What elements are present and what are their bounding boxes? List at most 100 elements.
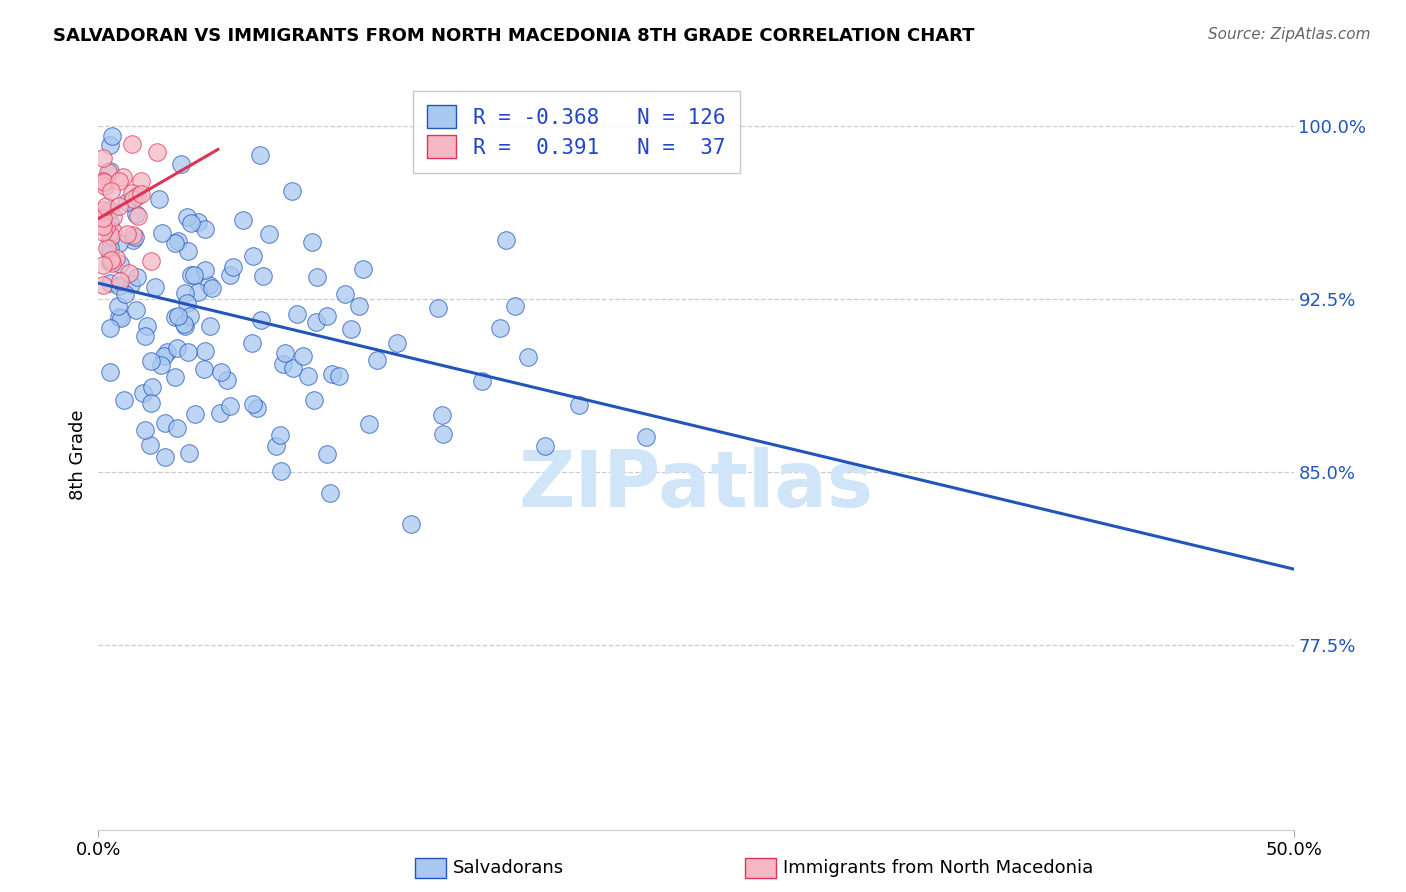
Point [107,299,129,313]
Point [108,174,131,188]
Point [148,192,170,206]
Point [121,186,143,200]
Point [316,447,339,461]
Point [98,321,122,335]
Point [94,220,117,235]
Point [98,241,122,255]
Point [94,178,117,193]
Point [146,145,169,159]
Point [194,263,217,277]
Point [471,374,494,388]
Point [198,278,221,293]
Text: Salvadorans: Salvadorans [453,859,564,877]
Y-axis label: 8th Grade: 8th Grade [69,409,87,500]
Point [246,401,269,415]
Point [112,392,135,407]
Point [98,245,122,260]
Point [281,184,304,198]
Point [634,430,657,444]
Point [180,268,202,283]
Point [101,211,124,225]
Point [136,319,159,334]
Point [201,280,224,294]
Point [167,309,190,323]
Point [107,279,129,293]
Point [98,216,122,230]
Point [217,373,239,387]
Point [98,233,122,247]
Point [349,299,371,313]
Point [115,227,138,242]
Point [132,386,155,401]
Point [184,407,207,421]
Point [91,174,114,188]
Point [249,148,271,162]
Point [98,276,122,290]
Point [111,169,134,184]
Point [156,345,179,359]
Point [100,184,122,198]
Point [149,358,172,372]
Point [318,485,340,500]
Point [98,164,122,178]
Point [91,203,114,218]
Point [218,400,240,414]
Point [503,299,526,313]
Point [432,426,454,441]
Point [340,322,363,336]
Point [269,428,291,442]
Point [101,255,124,269]
Point [97,165,120,179]
Point [366,353,388,368]
Point [193,362,215,376]
Legend: R = -0.368   N = 126, R =  0.391   N =  37: R = -0.368 N = 126, R = 0.391 N = 37 [413,91,740,172]
Point [176,345,198,359]
Point [120,277,142,291]
Point [108,257,131,271]
Point [240,335,263,350]
Point [121,137,143,152]
Point [352,261,374,276]
Text: Source: ZipAtlas.com: Source: ZipAtlas.com [1208,27,1371,42]
Point [517,350,540,364]
Point [96,242,118,256]
Point [176,244,198,258]
Point [200,318,222,333]
Point [98,138,122,153]
Point [117,266,139,280]
Point [176,210,198,224]
Point [115,194,138,209]
Point [270,465,292,479]
Point [98,203,122,218]
Point [274,346,297,360]
Point [125,303,148,318]
Point [209,365,232,379]
Point [242,397,264,411]
Point [315,309,337,323]
Point [107,235,129,250]
Point [357,417,380,431]
Point [141,395,163,409]
Point [129,174,152,188]
Point [91,258,114,272]
Point [187,215,209,229]
Point [127,188,149,202]
Point [170,157,193,171]
Point [179,309,201,323]
Point [242,249,264,263]
Point [163,310,186,324]
Point [155,450,177,464]
Point [292,350,315,364]
Point [110,310,132,325]
Point [141,354,163,368]
Point [98,255,122,269]
Point [121,228,143,243]
Point [176,296,198,310]
Point [183,268,205,282]
Point [129,187,152,202]
Point [105,251,128,265]
Point [124,229,146,244]
Point [121,192,143,206]
Point [193,222,215,236]
Point [180,216,202,230]
